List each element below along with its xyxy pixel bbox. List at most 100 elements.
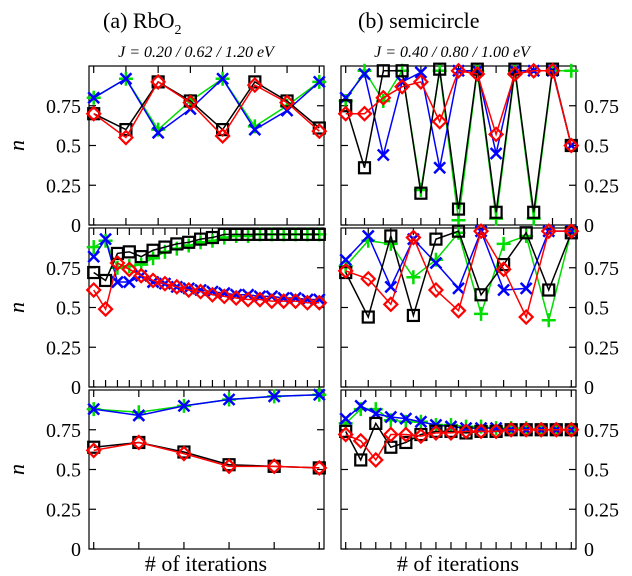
diamond-marker xyxy=(299,294,316,311)
diamond-marker xyxy=(311,123,328,140)
diamond-marker xyxy=(405,229,422,246)
diamond-marker xyxy=(214,127,231,145)
panel-a-middle: 0 0.25 0.5 0.75 n xyxy=(4,227,328,399)
plus-marker xyxy=(86,240,101,255)
diamond-marker xyxy=(204,286,221,303)
square-marker xyxy=(451,202,466,216)
y-tick-label: 0 xyxy=(584,539,594,561)
y-tick-label: 0.5 xyxy=(56,460,81,482)
square-marker xyxy=(489,205,503,219)
diamond-marker xyxy=(352,432,369,449)
square-marker xyxy=(527,205,541,219)
diamond-marker xyxy=(548,421,565,438)
square-marker xyxy=(339,99,353,113)
x-axis-label-b: # of iterations xyxy=(397,551,519,576)
diamond-marker xyxy=(540,223,557,240)
diamond-marker xyxy=(356,105,373,122)
square-marker xyxy=(98,273,113,288)
y-tick-label: 0.5 xyxy=(584,298,609,320)
diamond-marker xyxy=(192,283,209,300)
series-line-green xyxy=(93,77,320,131)
square-marker xyxy=(87,440,101,454)
col-a-title: (a) RbO2 xyxy=(103,8,181,38)
diamond-marker xyxy=(360,270,377,287)
y-tick-label: 0.5 xyxy=(584,136,609,158)
diamond-marker xyxy=(518,308,535,326)
cross-marker xyxy=(122,275,136,289)
cross-marker xyxy=(384,280,398,294)
plus-marker xyxy=(383,236,398,251)
series-line-red xyxy=(93,261,320,311)
series-line-blue xyxy=(93,394,320,417)
diamond-marker xyxy=(337,262,354,279)
diamond-marker xyxy=(394,78,411,95)
y-axis-label: n xyxy=(4,302,29,313)
cross-marker xyxy=(339,253,353,267)
diamond-marker xyxy=(145,272,162,289)
diamond-marker xyxy=(117,129,134,146)
diamond-marker xyxy=(563,421,580,438)
diamond-marker xyxy=(488,126,505,143)
square-marker xyxy=(395,64,409,78)
diamond-marker xyxy=(412,428,429,445)
square-marker xyxy=(119,122,133,137)
diamond-marker xyxy=(375,89,392,106)
cross-marker xyxy=(339,91,353,105)
panel-b-middle: 0 0.25 0.5 0.75 xyxy=(337,223,619,399)
cross-marker xyxy=(429,256,443,270)
cross-marker xyxy=(312,75,326,89)
cross-marker xyxy=(87,250,101,264)
y-tick-label: 0.25 xyxy=(46,499,81,521)
series-line-blue xyxy=(345,70,573,168)
diamond-marker xyxy=(240,291,257,308)
y-tick-label: 0.25 xyxy=(584,337,619,359)
diamond-marker xyxy=(109,254,126,272)
square-marker xyxy=(312,227,326,241)
square-marker xyxy=(354,453,368,467)
square-marker xyxy=(87,265,101,280)
diamond-marker xyxy=(518,421,535,438)
cross-marker xyxy=(354,399,368,413)
diamond-marker xyxy=(427,424,444,441)
series-line-red xyxy=(93,441,320,469)
square-marker xyxy=(451,224,466,238)
y-tick-label: 0 xyxy=(71,377,81,399)
diamond-marker xyxy=(412,73,429,90)
cross-marker xyxy=(497,283,511,297)
y-tick-label: 0.75 xyxy=(46,258,81,280)
diamond-marker xyxy=(473,223,490,240)
cross-marker xyxy=(414,415,428,429)
cross-marker xyxy=(248,123,262,136)
y-tick-label: 0.5 xyxy=(56,136,81,158)
plus-marker xyxy=(564,63,579,78)
series-line-red xyxy=(345,229,572,320)
diamond-marker xyxy=(544,62,561,79)
diamond-marker xyxy=(168,278,185,295)
diamond-marker xyxy=(427,281,444,299)
series-line-blue xyxy=(93,77,320,134)
diamond-marker xyxy=(228,289,245,307)
diamond-marker xyxy=(97,301,114,318)
square-marker xyxy=(414,186,428,200)
cross-marker xyxy=(222,393,236,406)
square-marker xyxy=(339,424,353,438)
series-line-black xyxy=(345,230,572,320)
square-marker xyxy=(248,75,262,89)
diamond-marker xyxy=(180,281,197,299)
cross-marker xyxy=(312,388,326,402)
series-line-black xyxy=(344,69,573,213)
diamond-marker xyxy=(382,426,399,443)
square-marker xyxy=(433,62,447,76)
diamond-marker xyxy=(563,223,580,240)
diamond-marker xyxy=(495,261,512,278)
cross-marker xyxy=(433,161,447,175)
diamond-marker xyxy=(221,458,238,475)
diamond-marker xyxy=(85,442,102,459)
square-marker xyxy=(312,121,326,135)
plus-marker xyxy=(496,236,511,251)
square-marker xyxy=(406,308,420,323)
diamond-marker xyxy=(397,426,414,443)
y-tick-label: 0.5 xyxy=(584,460,609,482)
cross-marker xyxy=(376,148,390,162)
